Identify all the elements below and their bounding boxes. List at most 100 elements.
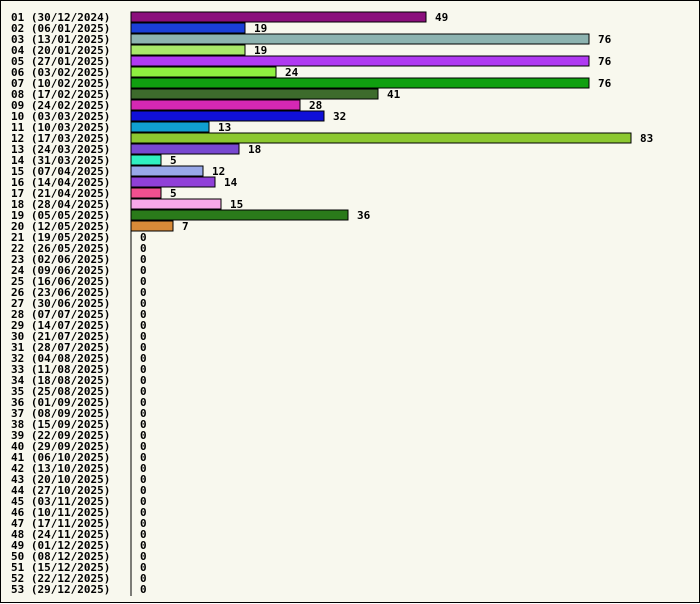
category-label: 25 (16/06/2025) [11, 275, 110, 288]
bars-layer [130, 11, 632, 232]
value-label: 83 [640, 132, 653, 145]
category-label: 44 (27/10/2025) [11, 484, 110, 497]
category-label: 06 (03/02/2025) [11, 66, 110, 79]
value-label: 0 [140, 539, 147, 552]
value-label: 5 [170, 187, 177, 200]
category-label: 42 (13/10/2025) [11, 462, 110, 475]
value-label: 28 [309, 99, 322, 112]
value-label: 0 [140, 429, 147, 442]
value-label: 76 [598, 77, 612, 90]
value-label: 76 [598, 55, 612, 68]
category-label: 29 (14/07/2025) [11, 319, 110, 332]
bar [130, 77, 590, 89]
category-label: 16 (14/04/2025) [11, 176, 110, 189]
bar [130, 209, 349, 221]
value-label: 0 [140, 473, 147, 486]
category-label: 08 (17/02/2025) [11, 88, 110, 101]
category-label: 03 (13/01/2025) [11, 33, 110, 46]
bar [130, 66, 277, 78]
category-label: 37 (08/09/2025) [11, 407, 110, 420]
bar [130, 88, 379, 100]
value-label: 41 [387, 88, 401, 101]
value-label: 0 [140, 583, 147, 596]
category-label: 26 (23/06/2025) [11, 286, 110, 299]
value-label: 0 [140, 528, 147, 541]
category-label: 35 (25/08/2025) [11, 385, 110, 398]
category-label: 36 (01/09/2025) [11, 396, 110, 409]
bar [130, 165, 204, 177]
category-label: 17 (21/04/2025) [11, 187, 110, 200]
category-label: 10 (03/03/2025) [11, 110, 110, 123]
value-label: 12 [212, 165, 225, 178]
category-label: 46 (10/11/2025) [11, 506, 110, 519]
value-label: 0 [140, 462, 147, 475]
value-label: 5 [170, 154, 177, 167]
value-label: 14 [224, 176, 238, 189]
category-label: 45 (03/11/2025) [11, 495, 110, 508]
category-label: 14 (31/03/2025) [11, 154, 110, 167]
value-label: 0 [140, 275, 147, 288]
category-labels: 01 (30/12/2024)02 (06/01/2025)03 (13/01/… [11, 11, 110, 596]
category-label: 22 (26/05/2025) [11, 242, 110, 255]
category-label: 39 (22/09/2025) [11, 429, 110, 442]
value-label: 19 [254, 44, 267, 57]
value-label: 0 [140, 495, 147, 508]
category-label: 12 (17/03/2025) [11, 132, 110, 145]
category-label: 27 (30/06/2025) [11, 297, 110, 310]
value-label: 15 [230, 198, 243, 211]
category-label: 32 (04/08/2025) [11, 352, 110, 365]
value-label: 0 [140, 352, 147, 365]
value-label: 24 [285, 66, 299, 79]
bar [130, 99, 301, 111]
category-label: 21 (19/05/2025) [11, 231, 110, 244]
category-label: 05 (27/01/2025) [11, 55, 110, 68]
category-label: 51 (15/12/2025) [11, 561, 110, 574]
value-labels: 4919761976247641283213831851214515367000… [140, 11, 653, 596]
value-label: 0 [140, 572, 147, 585]
category-label: 38 (15/09/2025) [11, 418, 110, 431]
category-label: 41 (06/10/2025) [11, 451, 110, 464]
category-label: 40 (29/09/2025) [11, 440, 110, 453]
category-label: 31 (28/07/2025) [11, 341, 110, 354]
value-label: 0 [140, 264, 147, 277]
value-label: 0 [140, 440, 147, 453]
category-label: 18 (28/04/2025) [11, 198, 110, 211]
value-label: 0 [140, 341, 147, 354]
category-label: 13 (24/03/2025) [11, 143, 110, 156]
bar [130, 176, 216, 188]
category-label: 43 (20/10/2025) [11, 473, 110, 486]
value-label: 36 [357, 209, 371, 222]
category-label: 09 (24/02/2025) [11, 99, 110, 112]
value-label: 0 [140, 363, 147, 376]
value-label: 0 [140, 517, 147, 530]
category-label: 11 (10/03/2025) [11, 121, 110, 134]
category-label: 52 (22/12/2025) [11, 572, 110, 585]
value-label: 19 [254, 22, 267, 35]
bar [130, 187, 162, 199]
value-label: 76 [598, 33, 612, 46]
category-label: 28 (07/07/2025) [11, 308, 110, 321]
value-label: 0 [140, 451, 147, 464]
category-label: 23 (02/06/2025) [11, 253, 110, 266]
value-label: 0 [140, 385, 147, 398]
value-label: 0 [140, 407, 147, 420]
category-label: 30 (21/07/2025) [11, 330, 110, 343]
bar [130, 220, 174, 232]
category-label: 33 (11/08/2025) [11, 363, 110, 376]
value-label: 0 [140, 418, 147, 431]
category-label: 53 (29/12/2025) [11, 583, 110, 596]
value-label: 49 [435, 11, 448, 24]
value-label: 32 [333, 110, 346, 123]
category-label: 01 (30/12/2024) [11, 11, 110, 24]
value-label: 0 [140, 484, 147, 497]
bar [130, 55, 590, 67]
value-label: 0 [140, 231, 147, 244]
value-label: 0 [140, 242, 147, 255]
category-label: 15 (07/04/2025) [11, 165, 110, 178]
category-label: 49 (01/12/2025) [11, 539, 110, 552]
bar [130, 198, 222, 210]
value-label: 0 [140, 330, 147, 343]
category-label: 24 (09/06/2025) [11, 264, 110, 277]
